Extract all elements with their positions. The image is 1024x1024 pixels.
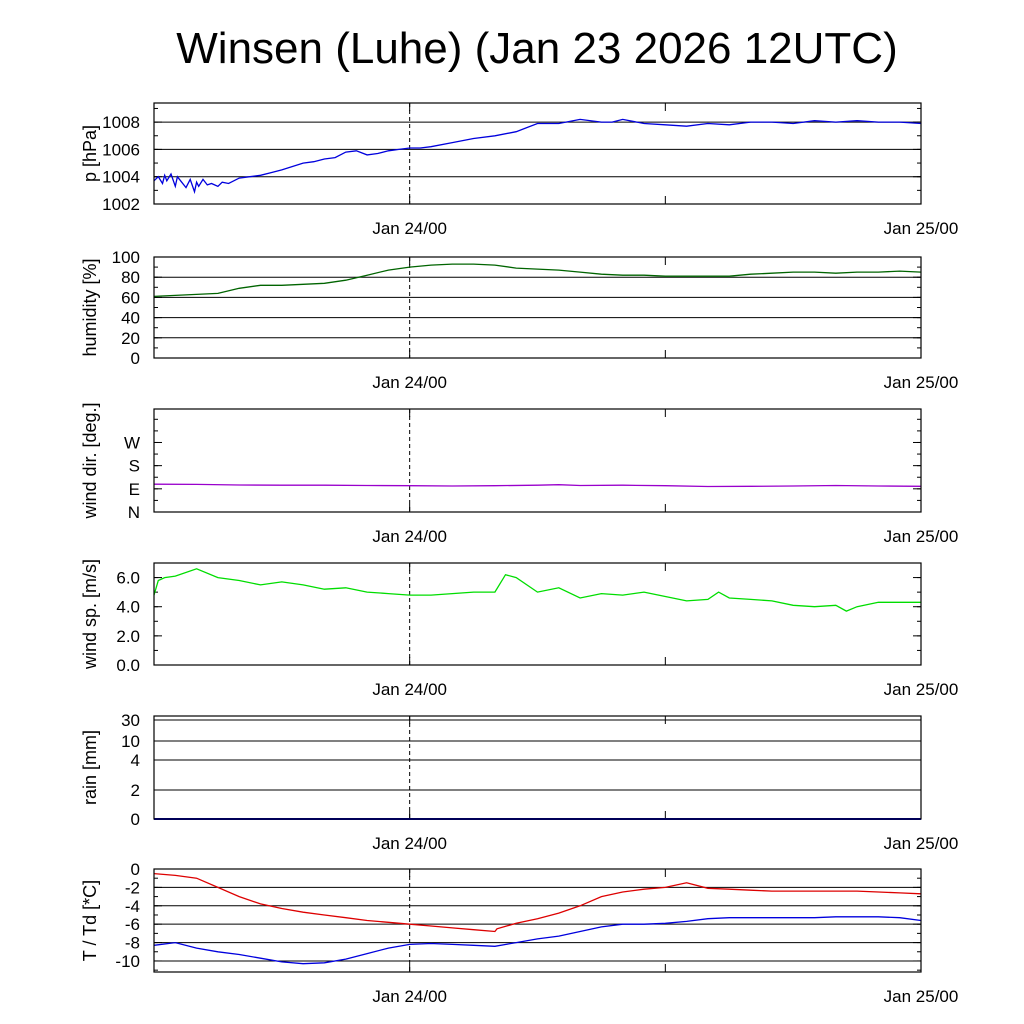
x-tick-label: Jan 24/00: [372, 987, 447, 1006]
y-tick-label: 0: [131, 860, 140, 879]
y-tick-label: -10: [115, 952, 140, 971]
series-line-1: [153, 872, 922, 933]
panel-frame: [153, 256, 922, 359]
y-tick-label: 100: [112, 248, 140, 267]
x-tick-label: Jan 25/00: [884, 373, 959, 392]
x-tick-label: Jan 25/00: [884, 987, 959, 1006]
x-tick-label: Jan 25/00: [884, 834, 959, 853]
y-tick-label: 4.0: [116, 598, 140, 617]
series-line-1: [153, 263, 922, 298]
y-axis-label: p [hPa]: [80, 125, 100, 182]
y-tick-label: -6: [125, 915, 140, 934]
y-tick-label: 80: [121, 268, 140, 287]
x-tick-label: Jan 25/00: [884, 219, 959, 238]
x-tick-label: Jan 24/00: [372, 527, 447, 546]
y-tick-label: 20: [121, 329, 140, 348]
panel-4: 0.0 2.0 4.0 6.0 wind sp. [m/s] Jan 24/00 Jan 2…: [80, 559, 958, 699]
y-tick-label: W: [124, 433, 140, 452]
y-tick-label: N: [128, 503, 140, 522]
series-line-1: [153, 568, 921, 612]
y-axis-label: wind sp. [m/s]: [80, 559, 100, 670]
chart-title: Winsen (Luhe) (Jan 23 2026 12UTC): [176, 24, 898, 73]
x-tick-label: Jan 24/00: [372, 834, 447, 853]
y-tick-label: 1002: [102, 195, 140, 214]
x-tick-label: Jan 24/00: [372, 680, 447, 699]
panel-frame: [153, 868, 922, 973]
y-tick-label: 1008: [102, 113, 140, 132]
panel-frame: [153, 102, 922, 205]
y-tick-label: 2.0: [116, 627, 140, 646]
y-tick-label: -2: [125, 878, 140, 897]
y-tick-label: 40: [121, 309, 140, 328]
x-tick-label: Jan 25/00: [884, 680, 959, 699]
y-tick-label: 10: [121, 732, 140, 751]
series-line-2: [153, 916, 922, 965]
panel-6: 0-2-4-6-8-10 T / Td [*C] Jan 24/00 Jan 25/0…: [80, 860, 958, 1006]
series-line-1: [153, 118, 922, 195]
y-tick-label: -8: [125, 934, 140, 953]
y-tick-label: 60: [121, 288, 140, 307]
y-tick-label: 6.0: [116, 569, 140, 588]
panel-5: 0 2 410 30 rain [mm] Jan 24/00 Jan 25/00: [80, 711, 958, 853]
y-tick-label: 0: [131, 349, 140, 368]
y-tick-label: 30: [121, 711, 140, 730]
x-tick-label: Jan 24/00: [372, 373, 447, 392]
y-tick-label: 1004: [102, 168, 140, 187]
y-axis-label: wind dir. [deg.]: [80, 402, 100, 519]
panel-frame: [153, 408, 922, 513]
y-tick-label: E: [129, 480, 140, 499]
y-tick-label: 4: [131, 751, 140, 770]
y-tick-label: S: [129, 457, 140, 476]
x-tick-label: Jan 25/00: [884, 527, 959, 546]
y-tick-label: 2: [131, 781, 140, 800]
y-tick-label: -4: [125, 897, 140, 916]
y-axis-label: rain [mm]: [80, 730, 100, 805]
x-tick-label: Jan 24/00: [372, 219, 447, 238]
series-line-1: [153, 483, 922, 488]
panel-frame: [153, 715, 922, 820]
y-tick-label: 1006: [102, 140, 140, 159]
panel-frame: [153, 562, 922, 666]
y-axis-label: humidity [%]: [80, 258, 100, 356]
y-tick-label: 0: [131, 810, 140, 829]
y-axis-label: T / Td [*C]: [80, 880, 100, 961]
y-tick-label: 0.0: [116, 656, 140, 675]
